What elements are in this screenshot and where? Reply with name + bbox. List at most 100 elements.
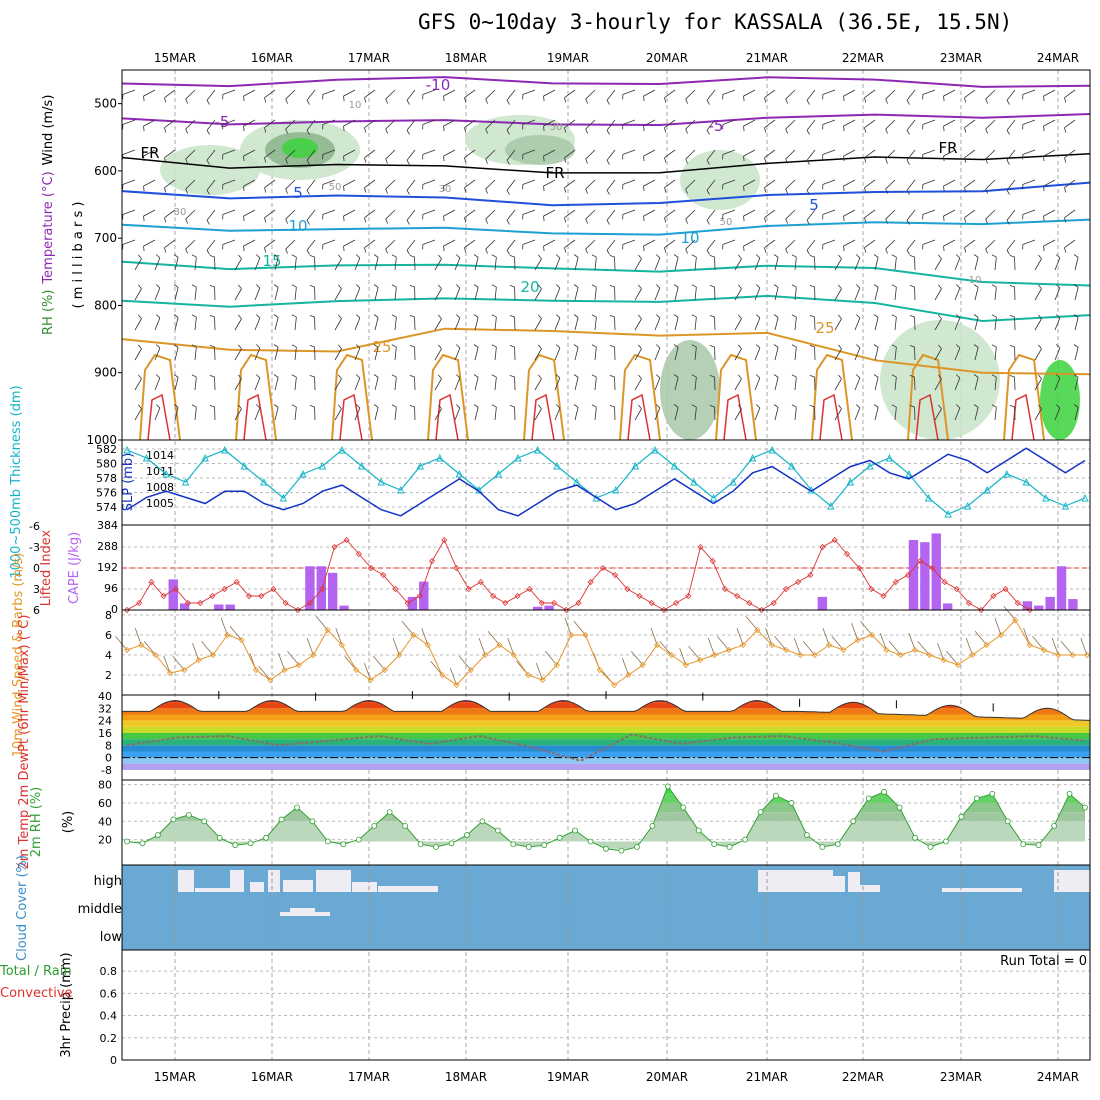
wind-barb xyxy=(401,620,414,636)
surface-isotherm xyxy=(523,353,565,441)
surface-isotherm xyxy=(339,393,363,441)
bottom-date-label: 24MAR xyxy=(1037,1070,1079,1084)
wind-speed-point xyxy=(238,636,245,644)
thickness-y-tick: 578 xyxy=(96,472,117,485)
upper-y-unit: ( m i l l i b a r s ) xyxy=(71,202,86,309)
wind-barb xyxy=(1060,640,1073,656)
wind-barb xyxy=(278,652,285,671)
surface-isotherm xyxy=(723,393,747,441)
wind-speed-point xyxy=(840,646,847,654)
wind-speed-point xyxy=(783,646,790,654)
rh-point xyxy=(742,836,748,843)
wind-barb xyxy=(1003,605,1016,621)
wind-barb xyxy=(937,642,945,661)
wind-barb xyxy=(765,627,773,646)
wind-speed-point xyxy=(668,651,675,659)
thickness-point xyxy=(788,461,796,470)
precip-y-tick: 0.4 xyxy=(100,1010,118,1023)
wind-speed-point xyxy=(181,666,188,674)
wind-speed-point xyxy=(439,671,446,679)
lifted-index-point xyxy=(282,599,289,607)
wind-speed-point xyxy=(897,651,904,659)
wind-speed-point xyxy=(926,651,933,659)
cape-y-tick: 288 xyxy=(97,540,118,553)
rh-shade xyxy=(680,150,760,210)
thickness-point xyxy=(905,469,913,478)
surface-isotherm xyxy=(1003,353,1045,441)
rh-point xyxy=(803,832,810,838)
cloud-block xyxy=(942,888,1022,892)
lifted-index-point xyxy=(965,599,973,607)
rh-point xyxy=(1004,818,1011,825)
lifted-index-point xyxy=(258,592,265,600)
page-title: GFS 0~10day 3-hourly for KASSALA (36.5E,… xyxy=(418,10,1013,34)
lifted-y-tick: -6 xyxy=(29,520,40,533)
surface-isotherm xyxy=(531,393,555,441)
upper-y-tick: 500 xyxy=(94,97,117,111)
lifted-index-point xyxy=(904,571,912,579)
cloud-block xyxy=(250,882,264,892)
wind-barb xyxy=(831,635,844,651)
surface-isotherm xyxy=(915,393,939,441)
rh-point xyxy=(294,804,300,811)
lifted-index-point xyxy=(709,557,716,565)
rh-point xyxy=(695,827,702,834)
thickness-point xyxy=(827,501,835,510)
lifted-index-point xyxy=(429,557,436,565)
wind-barb xyxy=(287,650,300,666)
contour-label: FR xyxy=(545,164,564,182)
lifted-index-point xyxy=(1014,599,1021,607)
wind-speed-point xyxy=(1040,646,1048,654)
lifted-index-point xyxy=(856,564,863,572)
wind-y-label: 10m Wind Speed & Barbs (m/s) xyxy=(11,553,26,758)
rh-shade xyxy=(160,145,260,195)
cape-bar xyxy=(214,604,224,610)
surface-isotherm xyxy=(331,353,373,441)
wind-speed-point xyxy=(826,641,833,649)
wind-speed-point xyxy=(1026,641,1033,649)
bottom-date-label: 16MAR xyxy=(251,1070,293,1084)
thickness-point xyxy=(279,493,288,502)
cape-bar xyxy=(817,596,828,610)
rh-point xyxy=(973,795,980,802)
rh-y-tick: 60 xyxy=(98,797,112,810)
rh-point xyxy=(773,792,779,799)
lifted-index-point xyxy=(673,599,680,607)
lifted-index-point xyxy=(636,592,643,600)
wind-speed-point xyxy=(138,641,145,649)
wind-speed-point xyxy=(353,666,360,674)
contour-label: 20 xyxy=(520,278,539,296)
lifted-index-point xyxy=(453,564,460,572)
rh-point xyxy=(896,804,903,811)
lifted-index-point xyxy=(819,543,826,551)
wind-speed-point xyxy=(553,661,560,669)
rh-point xyxy=(216,834,223,841)
cape-bar xyxy=(407,596,418,610)
wind-barb xyxy=(974,630,988,646)
top-date-label: 16MAR xyxy=(251,51,293,65)
bottom-date-label: 15MAR xyxy=(154,1070,196,1084)
cape-bar xyxy=(908,540,919,610)
thickness-point xyxy=(436,453,444,462)
thickness-point xyxy=(318,461,327,470)
precip-y-tick: 0.2 xyxy=(100,1032,118,1045)
cape-y-label: CAPE (J/kg) xyxy=(67,532,82,604)
rh-point xyxy=(371,822,378,829)
thickness-point xyxy=(494,469,503,478)
thickness-y-tick: 582 xyxy=(96,443,117,456)
wind-barb xyxy=(793,637,801,656)
thickness-point xyxy=(260,477,268,486)
lifted-index-point xyxy=(367,564,375,572)
rh-shade xyxy=(505,135,575,165)
wind-speed-point xyxy=(1055,651,1062,659)
rh-point xyxy=(649,822,656,829)
wind-barb xyxy=(487,630,500,646)
rh-point xyxy=(386,809,393,816)
cloud-block xyxy=(316,870,351,892)
cape-y-tick: 384 xyxy=(97,519,118,532)
wind-speed-point xyxy=(568,631,575,639)
wind-speed-point xyxy=(1069,651,1076,659)
wind-barb xyxy=(507,637,515,656)
upper-wind-barbs xyxy=(122,89,1079,421)
lifted-index-point xyxy=(612,571,619,579)
